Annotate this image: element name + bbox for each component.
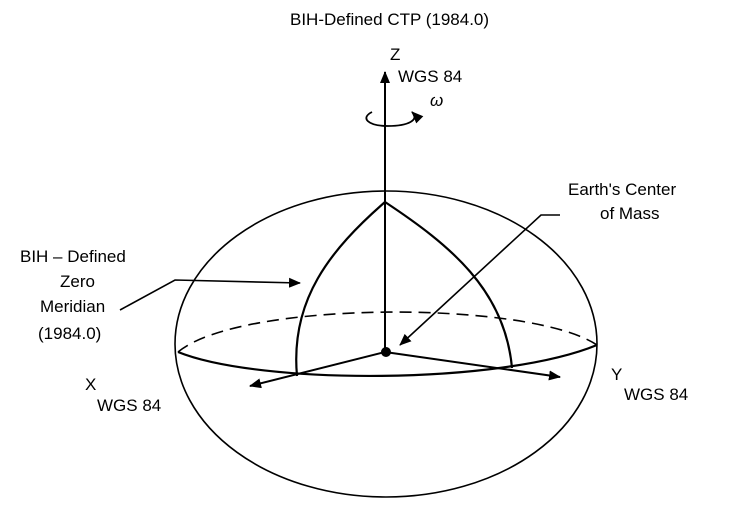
meridian-label-line2: Zero <box>60 272 95 291</box>
center-of-mass-dot <box>381 347 391 357</box>
z-axis-letter: Z <box>390 45 400 64</box>
y-axis-letter: Y <box>611 365 622 384</box>
y-axis-sub: WGS 84 <box>624 385 688 404</box>
rotation-arrow <box>365 111 424 127</box>
omega-symbol: ω <box>430 91 443 110</box>
center-leader-line <box>399 214 560 346</box>
meridian-label-line1: BIH – Defined <box>20 247 126 266</box>
meridian-label-line3: Meridian <box>40 297 105 316</box>
x-axis-sub: WGS 84 <box>97 396 161 415</box>
x-axis-letter: X <box>85 375 96 394</box>
equator-front <box>177 343 598 378</box>
equator-back-dashed <box>177 311 598 353</box>
meridian-leader-line <box>119 277 301 311</box>
ctp-title: BIH-Defined CTP (1984.0) <box>290 10 489 29</box>
meridian-label-line4: (1984.0) <box>38 324 101 343</box>
x-axis <box>249 351 386 389</box>
z-axis-sub: WGS 84 <box>398 67 462 86</box>
y-meridian-arc <box>384 201 514 369</box>
center-label-line1: Earth's Center <box>568 180 676 199</box>
y-axis <box>384 351 561 381</box>
center-label-line2: of Mass <box>600 204 660 223</box>
zero-meridian-arc <box>295 201 386 377</box>
